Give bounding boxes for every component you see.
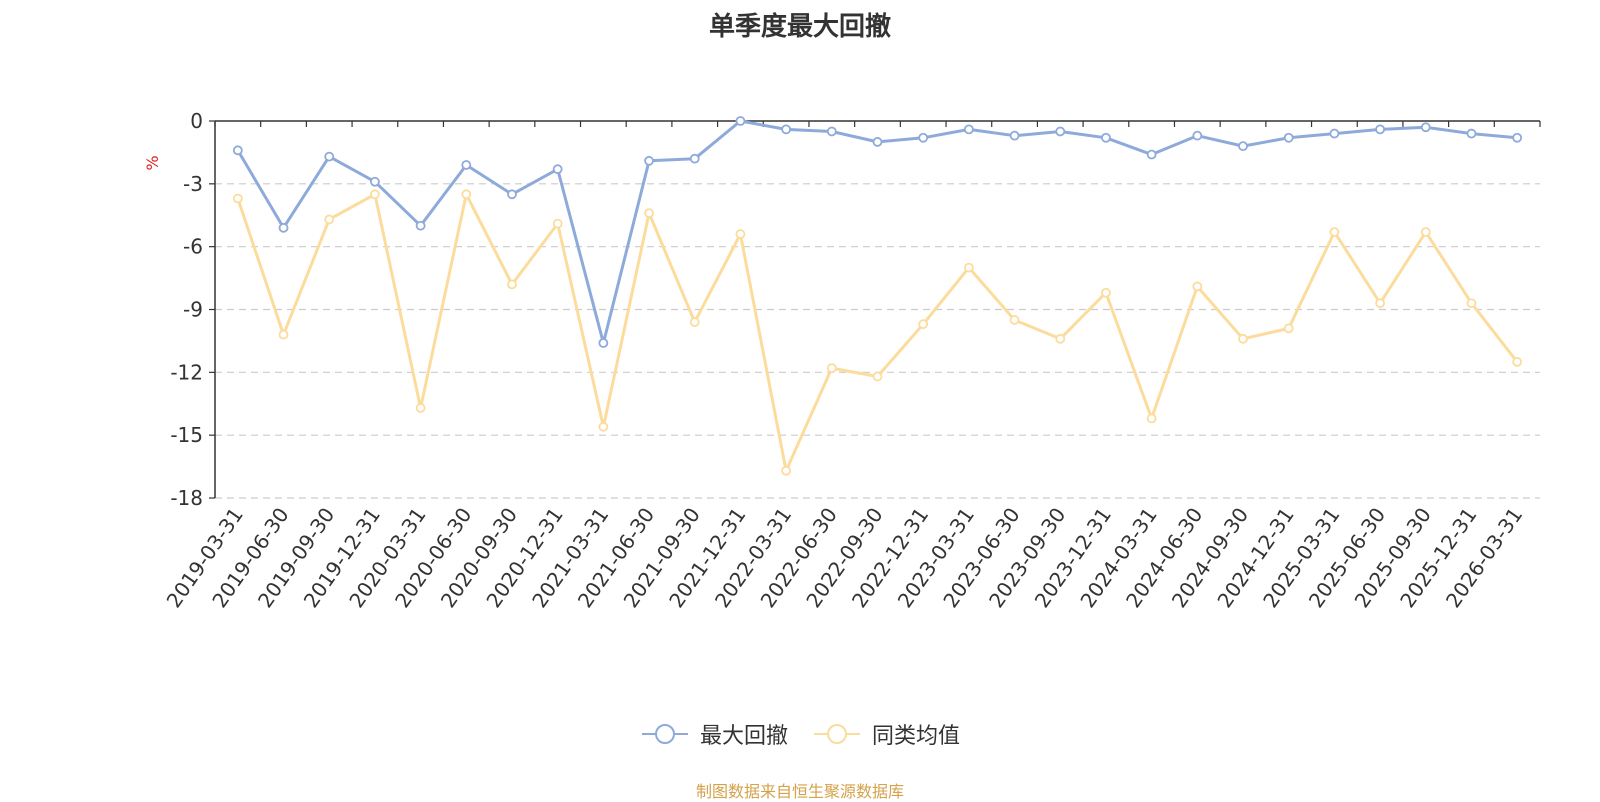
data-point-series-2 [872, 371, 883, 382]
data-point-series-1 [1055, 126, 1066, 137]
y-tick-label: -18 [170, 486, 203, 510]
legend-label-series-2: 同类均值 [872, 724, 961, 749]
y-tick-label: -6 [183, 235, 203, 259]
data-point-series-2 [1283, 323, 1294, 334]
legend: 最大回撤 同类均值 [0, 718, 1600, 750]
data-point-series-2 [1512, 356, 1523, 367]
series-lines [232, 116, 1523, 476]
data-point-series-1 [826, 126, 837, 137]
data-point-series-2 [1375, 298, 1385, 309]
data-point-series-2 [735, 229, 746, 240]
data-point-series-2 [507, 279, 517, 290]
y-axis-unit-label: % [143, 155, 162, 170]
data-point-series-1 [1375, 124, 1385, 135]
data-point-series-2 [689, 317, 700, 327]
data-point-series-1 [1192, 130, 1203, 141]
data-point-series-1 [461, 160, 472, 170]
data-point-series-2 [918, 319, 929, 330]
legend-item-series-2[interactable]: 同类均值 [812, 718, 960, 750]
legend-marker-series-1 [641, 724, 688, 744]
data-point-series-2 [1101, 287, 1111, 298]
legend-label-series-1: 最大回撤 [699, 724, 788, 749]
data-point-series-2 [1055, 333, 1066, 344]
data-point-series-2 [781, 465, 792, 476]
data-point-series-2 [1238, 333, 1248, 344]
data-point-series-2 [644, 208, 654, 219]
data-point-series-1 [781, 124, 792, 135]
y-tick-label: -9 [183, 298, 203, 322]
data-point-series-1 [232, 145, 243, 156]
data-point-series-1 [1009, 130, 1020, 141]
data-point-series-1 [1420, 122, 1431, 133]
data-point-series-1 [370, 176, 380, 187]
y-tick-label: -15 [170, 423, 203, 447]
data-point-series-1 [1146, 149, 1157, 160]
legend-item-series-1[interactable]: 最大回撤 [640, 718, 788, 750]
series-line-2 [236, 192, 1519, 473]
data-point-series-2 [598, 421, 609, 432]
source-note: 制图数据来自恒生聚源数据库 [695, 782, 904, 801]
y-tick-label: 0 [190, 109, 203, 133]
data-point-series-1 [598, 338, 609, 348]
data-point-series-2 [370, 189, 380, 200]
data-point-series-2 [324, 214, 335, 225]
data-point-series-2 [1329, 227, 1340, 237]
data-point-series-2 [963, 262, 974, 273]
data-point-series-1 [324, 151, 335, 162]
data-point-series-1 [689, 153, 700, 164]
data-point-series-2 [1466, 298, 1477, 309]
chart-title: 单季度最大回撤 [708, 12, 891, 42]
data-point-series-1 [1283, 132, 1294, 143]
data-point-series-2 [826, 363, 837, 374]
data-point-series-2 [232, 193, 243, 204]
data-point-series-2 [552, 218, 563, 229]
data-point-series-1 [415, 220, 426, 231]
legend-marker-series-2 [814, 724, 860, 744]
data-point-series-1 [507, 189, 517, 200]
data-point-series-1 [552, 164, 563, 175]
gridlines [215, 183, 1540, 499]
data-point-series-1 [644, 155, 654, 166]
data-point-series-1 [963, 124, 974, 135]
tick-labels: 0-3-6-9-12-15-18%2019-03-312019-06-30201… [143, 109, 1527, 612]
y-tick-label: -12 [170, 360, 203, 384]
data-point-series-2 [1420, 227, 1431, 237]
data-point-series-2 [415, 403, 426, 413]
data-point-series-1 [1101, 132, 1111, 143]
axes [209, 120, 1541, 499]
data-point-series-1 [1238, 141, 1248, 152]
data-point-series-1 [872, 137, 883, 147]
data-point-series-1 [1329, 128, 1340, 139]
data-point-series-1 [1466, 128, 1477, 139]
data-point-series-2 [1009, 315, 1020, 325]
data-point-series-1 [918, 132, 929, 143]
data-point-series-2 [1146, 413, 1157, 424]
data-point-series-1 [278, 222, 289, 233]
data-point-series-2 [461, 189, 472, 200]
data-point-series-1 [735, 116, 746, 126]
data-point-series-1 [1512, 132, 1523, 143]
data-point-series-2 [278, 329, 289, 340]
data-point-series-2 [1192, 281, 1203, 292]
y-tick-label: -3 [183, 172, 203, 196]
